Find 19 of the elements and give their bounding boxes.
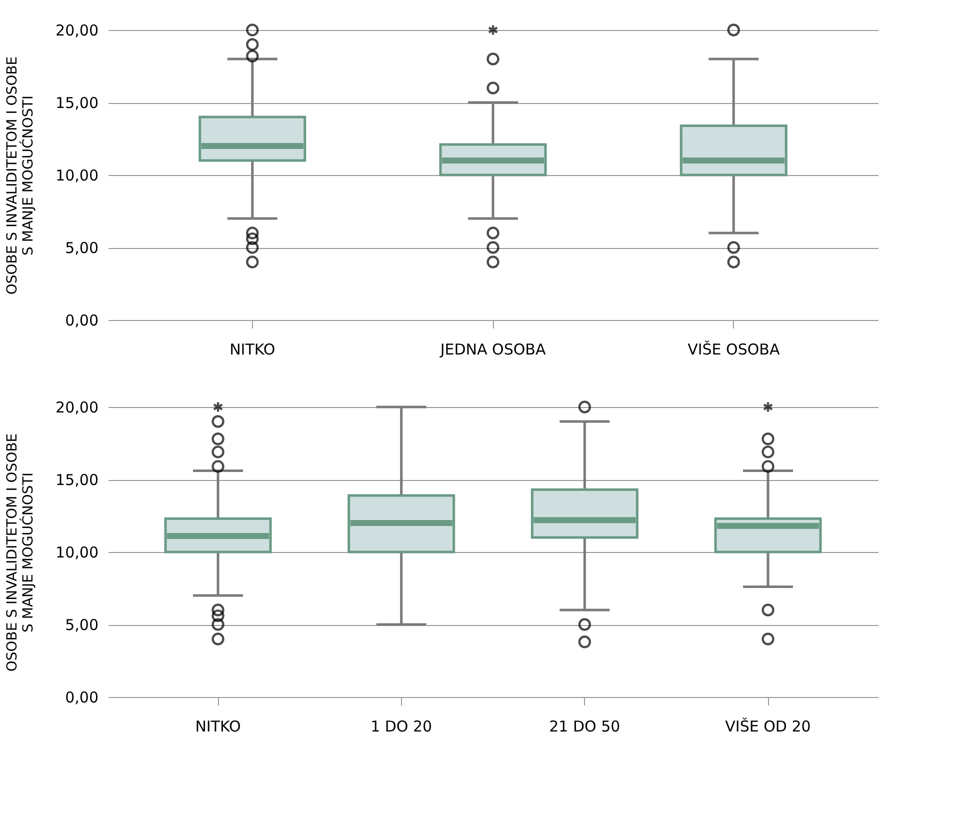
y-tick-label: 15,00 [56,471,98,489]
y-tick-label: 5,00 [65,616,98,634]
y-tick-label: 0,00 [65,688,98,706]
y-tick-label: 20,00 [56,398,98,416]
y-tick-label: 10,00 [56,544,98,562]
x-tick-label: 1 DO 20 [370,718,432,736]
y-tick-label: 10,00 [56,166,98,184]
y-tick-label: 5,00 [65,239,98,257]
y-axis-title: OSOBE S INVALIDITETOM I OSOBE S MANJE MOGUĆNOSTI [4,56,37,295]
x-tick-label: NITKO [230,340,276,358]
x-tick-label: 21 DO 50 [549,718,620,736]
y-axis-title: OSOBE S INVALIDITETOM I OSOBE S MANJE MOGUĆNOSTI [4,433,37,672]
y-tick-label: 15,00 [56,94,98,112]
x-tick-label: NITKO [195,718,241,736]
y-tick-label: 20,00 [56,22,98,40]
x-tick-label: VIŠE OD 20 [725,718,811,736]
x-tick-label: VIŠE OSOBA [688,340,780,358]
y-tick-label: 0,00 [65,312,98,330]
x-tick-label: JEDNA OSOBA [439,340,546,358]
